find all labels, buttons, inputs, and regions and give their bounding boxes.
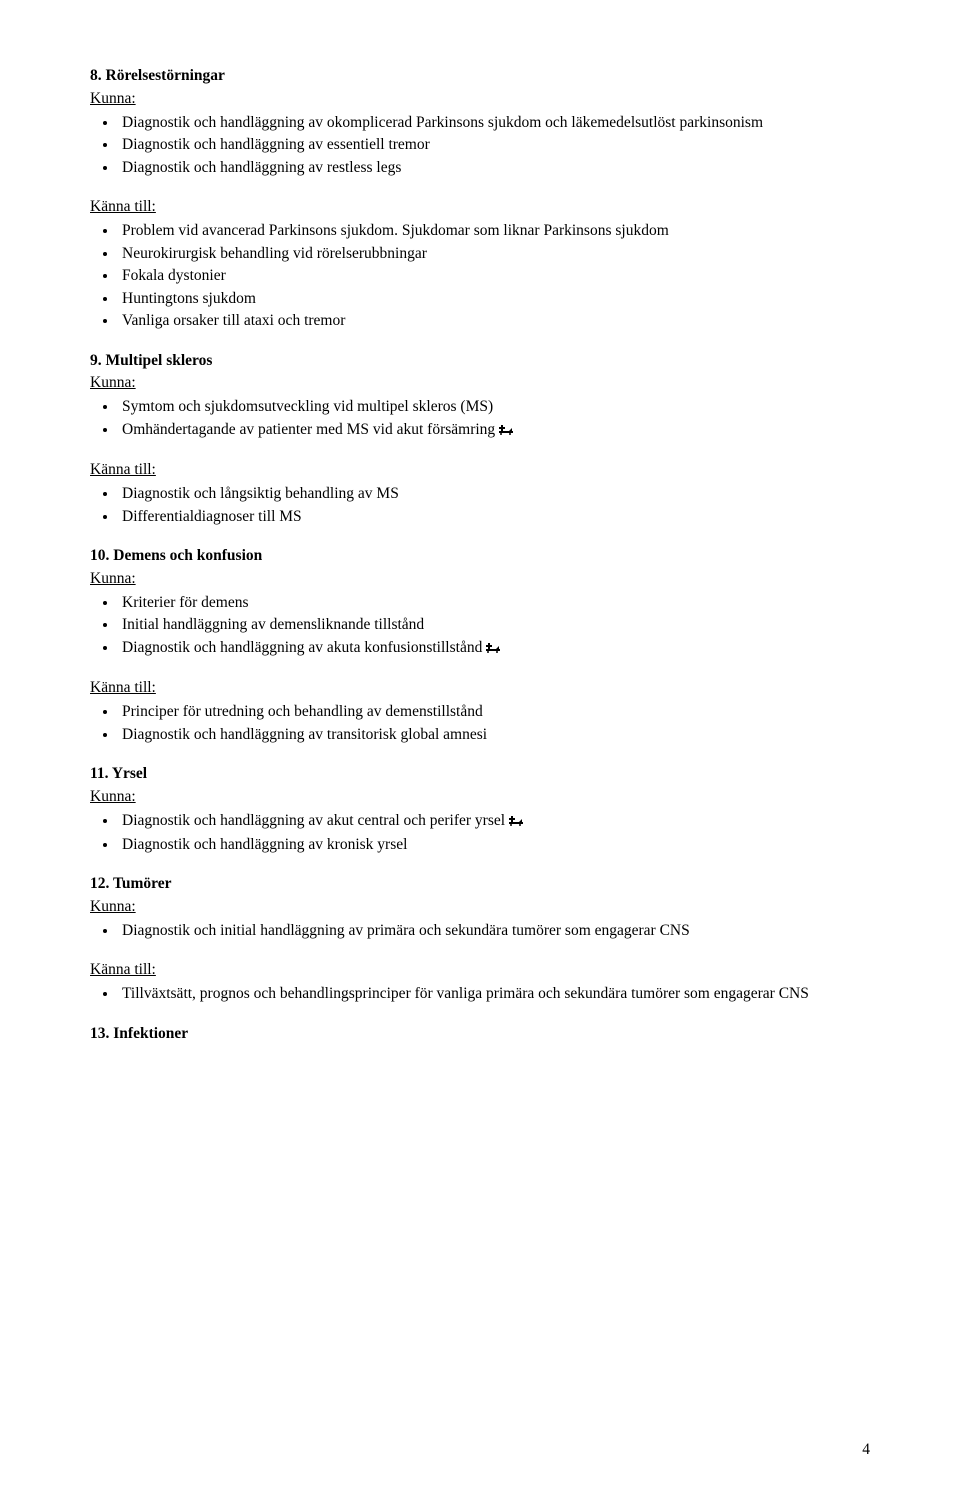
ambulance-icon	[509, 811, 523, 833]
list-item: Diagnostik och handläggning av kronisk y…	[118, 834, 870, 856]
list-item: Kriterier för demens	[118, 592, 870, 614]
kunna-list: Kriterier för demens Initial handläggnin…	[90, 592, 870, 660]
list-item-text: Diagnostik och handläggning av transitor…	[122, 726, 487, 743]
list-item-text: Kriterier för demens	[122, 594, 249, 611]
kanna-label: Känna till:	[90, 678, 870, 699]
kunna-label: Kunna:	[90, 569, 870, 590]
kanna-list: Principer för utredning och behandling a…	[90, 701, 870, 746]
kunna-list: Diagnostik och handläggning av akut cent…	[90, 810, 870, 856]
list-item: Huntingtons sjukdom	[118, 288, 870, 310]
list-item-text: Neurokirurgisk behandling vid rörelserub…	[122, 245, 427, 262]
list-item: Diagnostik och handläggning av transitor…	[118, 724, 870, 746]
list-item-text: Tillväxtsätt, prognos och behandlingspri…	[122, 985, 809, 1002]
kunna-list: Symtom och sjukdomsutveckling vid multip…	[90, 396, 870, 442]
list-item: Diagnostik och handläggning av akut cent…	[118, 810, 870, 833]
list-item: Diagnostik och handläggning av akuta kon…	[118, 637, 870, 660]
list-item-text: Diagnostik och handläggning av restless …	[122, 159, 401, 176]
kanna-list: Problem vid avancerad Parkinsons sjukdom…	[90, 220, 870, 332]
kunna-label: Kunna:	[90, 89, 870, 110]
kunna-label: Kunna:	[90, 787, 870, 808]
list-item: Omhändertagande av patienter med MS vid …	[118, 419, 870, 442]
list-item-text: Fokala dystonier	[122, 267, 226, 284]
list-item-text: Problem vid avancerad Parkinsons sjukdom…	[122, 222, 669, 239]
list-item-text: Omhändertagande av patienter med MS vid …	[122, 421, 495, 438]
section-title: 13. Infektioner	[90, 1024, 870, 1045]
section-title: 10. Demens och konfusion	[90, 546, 870, 567]
kanna-list: Tillväxtsätt, prognos och behandlingspri…	[90, 983, 870, 1005]
list-item: Symtom och sjukdomsutveckling vid multip…	[118, 396, 870, 418]
list-item: Problem vid avancerad Parkinsons sjukdom…	[118, 220, 870, 242]
section-title: 11. Yrsel	[90, 764, 870, 785]
kunna-list: Diagnostik och initial handläggning av p…	[90, 920, 870, 942]
list-item: Neurokirurgisk behandling vid rörelserub…	[118, 243, 870, 265]
list-item-text: Huntingtons sjukdom	[122, 290, 256, 307]
list-item-text: Diagnostik och handläggning av kronisk y…	[122, 836, 407, 853]
list-item: Differentialdiagnoser till MS	[118, 506, 870, 528]
list-item-text: Diagnostik och handläggning av akuta kon…	[122, 639, 482, 656]
ambulance-icon	[486, 638, 500, 660]
page-number: 4	[862, 1441, 870, 1459]
page: 8. Rörelsestörningar Kunna: Diagnostik o…	[0, 0, 960, 1487]
list-item-text: Initial handläggning av demensliknande t…	[122, 616, 424, 633]
list-item: Fokala dystonier	[118, 265, 870, 287]
list-item: Diagnostik och initial handläggning av p…	[118, 920, 870, 942]
list-item: Tillväxtsätt, prognos och behandlingspri…	[118, 983, 870, 1005]
kanna-label: Känna till:	[90, 960, 870, 981]
ambulance-icon	[499, 420, 513, 442]
list-item-text: Diagnostik och handläggning av akut cent…	[122, 812, 505, 829]
list-item: Diagnostik och handläggning av okomplice…	[118, 112, 870, 134]
list-item-text: Differentialdiagnoser till MS	[122, 508, 302, 525]
section-title: 8. Rörelsestörningar	[90, 66, 870, 87]
list-item-text: Diagnostik och handläggning av essentiel…	[122, 136, 430, 153]
list-item: Diagnostik och långsiktig behandling av …	[118, 483, 870, 505]
list-item: Diagnostik och handläggning av restless …	[118, 157, 870, 179]
kunna-list: Diagnostik och handläggning av okomplice…	[90, 112, 870, 179]
list-item: Principer för utredning och behandling a…	[118, 701, 870, 723]
list-item-text: Vanliga orsaker till ataxi och tremor	[122, 312, 345, 329]
list-item: Vanliga orsaker till ataxi och tremor	[118, 310, 870, 332]
list-item: Diagnostik och handläggning av essentiel…	[118, 134, 870, 156]
section-title: 12. Tumörer	[90, 874, 870, 895]
list-item: Initial handläggning av demensliknande t…	[118, 614, 870, 636]
list-item-text: Diagnostik och handläggning av okomplice…	[122, 114, 763, 131]
list-item-text: Principer för utredning och behandling a…	[122, 703, 483, 720]
list-item-text: Diagnostik och långsiktig behandling av …	[122, 485, 399, 502]
section-title: 9. Multipel skleros	[90, 351, 870, 372]
kunna-label: Kunna:	[90, 897, 870, 918]
list-item-text: Diagnostik och initial handläggning av p…	[122, 922, 690, 939]
kanna-list: Diagnostik och långsiktig behandling av …	[90, 483, 870, 528]
list-item-text: Symtom och sjukdomsutveckling vid multip…	[122, 398, 493, 415]
kanna-label: Känna till:	[90, 197, 870, 218]
kanna-label: Känna till:	[90, 460, 870, 481]
kunna-label: Kunna:	[90, 373, 870, 394]
